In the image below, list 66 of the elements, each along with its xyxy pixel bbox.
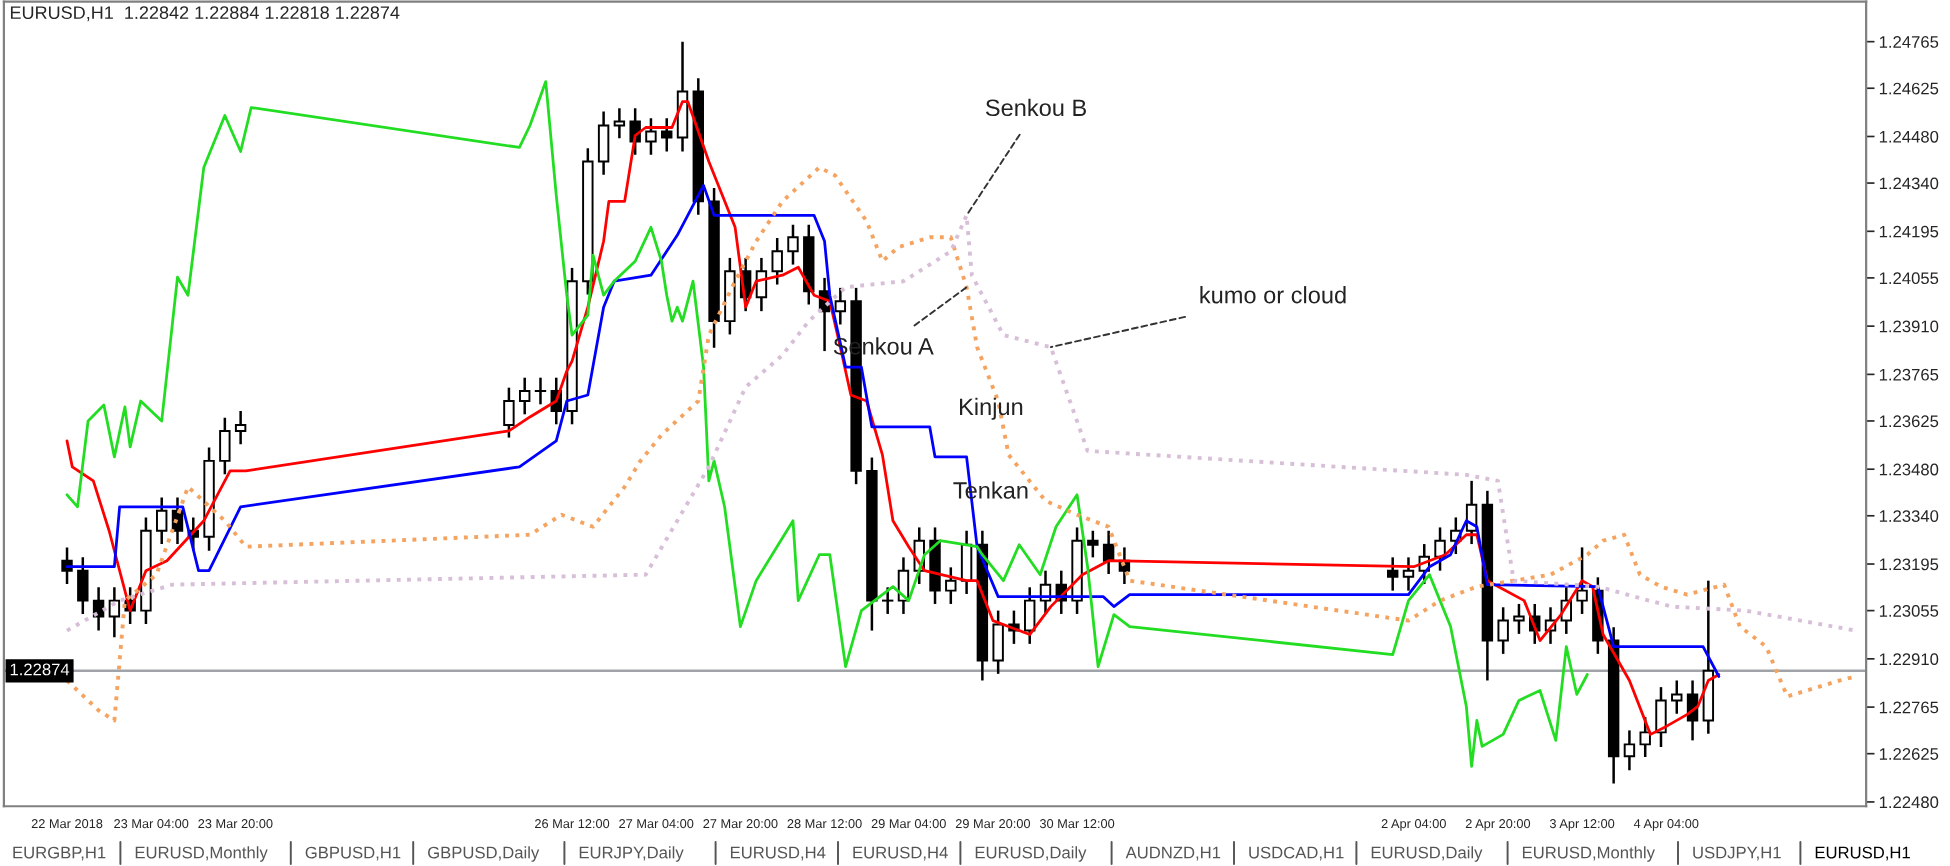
text: EURUSD,Monthly xyxy=(135,846,268,862)
y-tick-label: 1.23765 xyxy=(1879,368,1939,381)
text: EURUSD,Monthly xyxy=(1522,846,1655,862)
annotation: Kinjun xyxy=(960,397,1023,420)
ref-line-label: 1.22874 xyxy=(10,663,70,676)
chart-title: EURUSD,H1 1.22842 1.22884 1.22818 1.22874 xyxy=(10,6,400,22)
text: EURUSD,Daily xyxy=(975,846,1087,862)
candlestick xyxy=(503,386,515,439)
text: EURJPY,Daily xyxy=(579,846,684,862)
y-tick-label: 1.23055 xyxy=(1879,605,1939,617)
y-tick-label: 1.23195 xyxy=(1879,558,1939,571)
annotation: Senkou B xyxy=(985,98,1086,117)
candlestick xyxy=(61,546,73,586)
candlestick xyxy=(992,609,1004,676)
y-tick-label: 1.24340 xyxy=(1879,177,1939,190)
candlestick xyxy=(234,409,247,446)
candlestick xyxy=(518,376,531,416)
candlestick xyxy=(645,116,657,157)
candlestick xyxy=(787,223,799,266)
text: EURUSD,H4 xyxy=(730,846,826,861)
candlestick xyxy=(834,286,847,326)
candlestick xyxy=(1497,606,1509,656)
candlestick xyxy=(1087,529,1099,559)
y-tick-label: 1.22765 xyxy=(1879,701,1939,714)
candlestick xyxy=(1513,602,1525,636)
text: EURUSD,Daily xyxy=(1371,846,1483,862)
y-tick-label: 1.24765 xyxy=(1879,36,1939,48)
candlestick xyxy=(1576,546,1588,616)
y-tick-label: 1.24195 xyxy=(1879,225,1939,238)
candlestick xyxy=(1623,729,1636,772)
y-tick-label: 1.23625 xyxy=(1879,415,1939,428)
candlestick xyxy=(881,586,894,616)
annotation: kumo or cloud xyxy=(1200,286,1346,304)
candlestick xyxy=(1434,526,1446,572)
text: EURGBP,H1 xyxy=(13,846,106,861)
text: USDJPY,H1 xyxy=(1693,846,1781,861)
candlestick xyxy=(108,586,121,639)
candlestick xyxy=(597,110,610,176)
text: EURUSD,H4 xyxy=(853,846,948,861)
y-tick-label: 1.24625 xyxy=(1879,82,1939,95)
candlestick xyxy=(534,376,547,406)
candlestick xyxy=(156,496,168,546)
candlestick xyxy=(1655,685,1667,749)
y-tick-label: 1.22480 xyxy=(1879,796,1939,809)
candlestick xyxy=(771,236,783,286)
text: USDCAD,H1 xyxy=(1249,846,1344,861)
y-tick-label: 1.22625 xyxy=(1879,748,1939,760)
text: GBPUSD,H1 xyxy=(305,846,401,861)
candlestick xyxy=(77,556,89,616)
candlestick xyxy=(219,416,231,476)
candlestick xyxy=(945,566,957,606)
candlestick xyxy=(1639,715,1651,759)
candlestick xyxy=(1024,586,1036,646)
y-tick-label: 1.23340 xyxy=(1879,510,1939,522)
candlestick xyxy=(1671,679,1683,715)
y-tick-label: 1.24055 xyxy=(1879,272,1939,285)
text: GBPUSD,Daily xyxy=(428,846,540,862)
text: EURUSD,H1 xyxy=(1815,846,1910,861)
candlestick xyxy=(1402,556,1415,592)
text: AUDNZD,H1 xyxy=(1125,846,1221,861)
y-tick-label: 1.23910 xyxy=(1879,320,1939,333)
y-tick-label: 1.22910 xyxy=(1879,653,1939,666)
y-tick-label: 1.23480 xyxy=(1879,463,1939,476)
candlestick xyxy=(1386,556,1399,592)
y-tick-label: 1.24480 xyxy=(1879,130,1939,143)
line-series xyxy=(65,213,1858,633)
